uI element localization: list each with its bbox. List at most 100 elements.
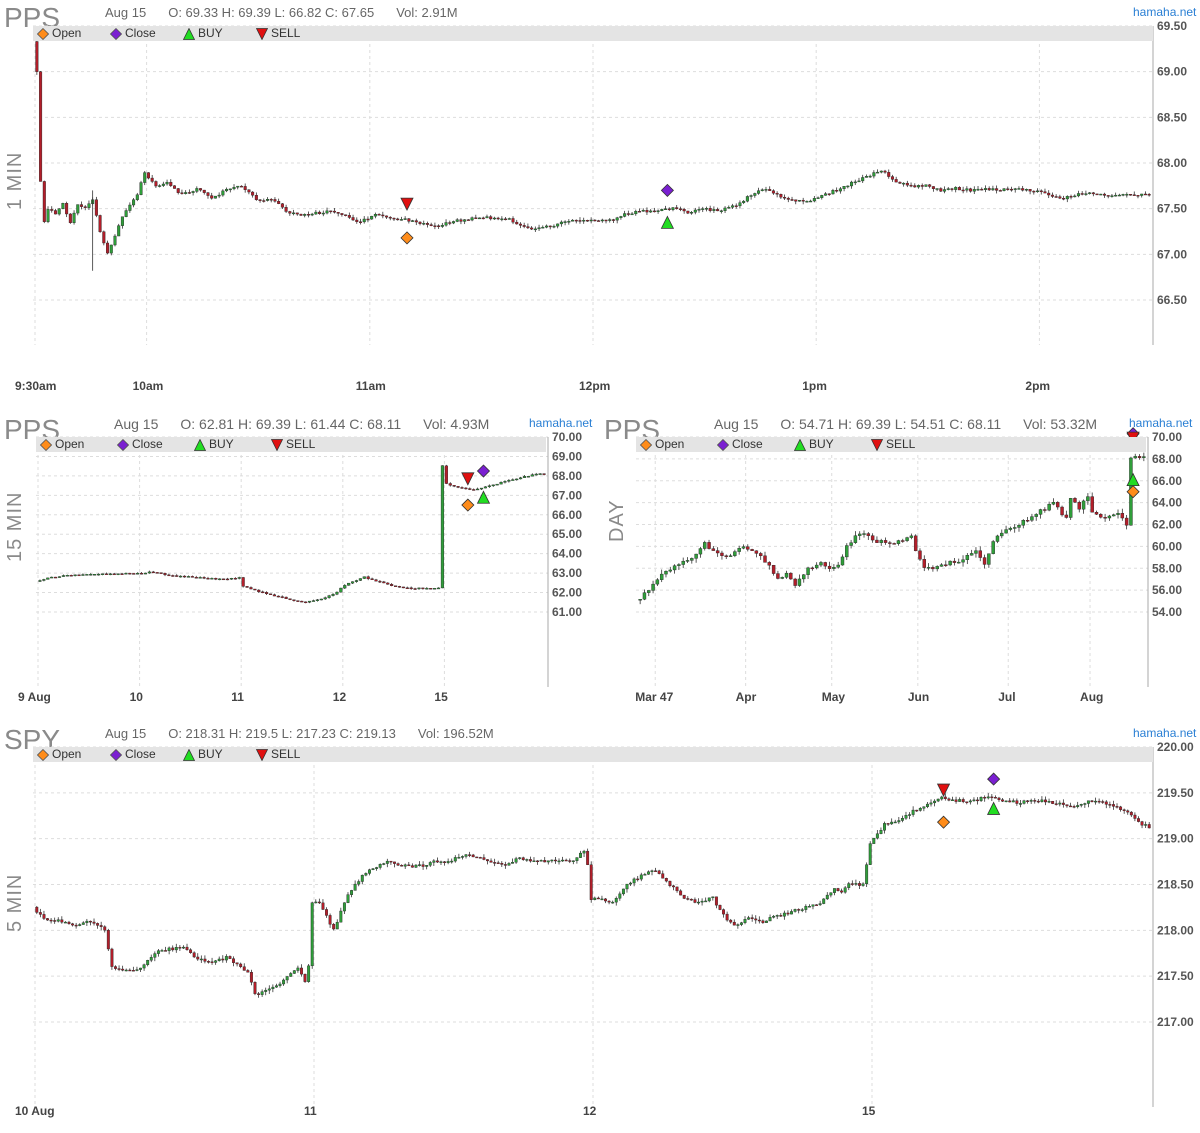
candle-body [1102,193,1107,196]
candle-body [775,915,779,917]
candle-body [1062,197,1066,200]
x-tick-label: Mar 47 [635,690,673,704]
candle-body [536,860,540,863]
candle-body [121,968,125,971]
candle-body [79,204,84,207]
candle-body [875,833,879,839]
candle-body [172,185,177,189]
candle-body [156,950,160,954]
candle-body [464,854,468,857]
candle-body [1056,502,1060,508]
candle-body [38,912,42,915]
candle-body [810,567,815,570]
candle-body [1117,194,1121,197]
candle-body [295,212,299,215]
candle-body [339,587,343,593]
candle-body [478,857,482,859]
candle-body [718,904,722,910]
brand-link[interactable]: hamaha.net [1133,726,1197,740]
legend-label: Close [132,437,163,451]
candle-body [944,564,948,566]
candle-body [972,189,976,192]
candle-body [306,214,310,216]
chart-canvas: 69.50 69.00 68.50 68.00 67.50 67.00 66.50 9:30a… [15,19,1187,393]
legend-label: BUY [809,437,834,451]
legend-label: SELL [286,437,316,451]
candle-body [432,860,436,863]
candle-body [1136,195,1140,197]
candle-body [229,578,233,580]
candle-body [1094,800,1098,803]
info-volume: Vol: 196.52M [417,726,494,741]
candle-body [443,861,447,863]
diamond-icon [116,438,130,451]
candle-body [457,857,461,859]
candle-body [1132,194,1136,196]
candle-body [67,921,71,924]
candle-body [147,571,151,574]
brand-link[interactable]: hamaha.net [1133,5,1197,19]
x-tick-label: Jun [908,690,929,704]
x-tick-label: 12 [333,690,347,704]
candle-body [1034,514,1038,517]
candle-body [1026,800,1030,802]
candle-body [347,215,351,218]
candle-body [886,823,890,825]
candle-body [965,555,970,560]
legend-label: SELL [271,747,301,761]
legend-item-close: Close [716,437,763,452]
candle-body [435,860,439,863]
candle-body [151,571,155,574]
info-date: Aug 15 [114,416,159,432]
legend-item-open: Open [36,26,81,41]
candle-body [1004,800,1008,803]
candle-body [548,225,552,228]
candle-body [522,225,526,227]
candle-body [425,588,429,590]
candle-body [965,801,969,803]
candle-body [117,968,121,970]
candle-body [611,219,615,221]
candle-body [1064,514,1069,518]
candle-body [1125,194,1129,196]
candle-body [221,190,225,196]
candle-body [278,983,282,986]
candle-body [94,199,98,216]
candle-body [414,864,418,868]
candle-body [621,888,625,895]
candle-body [916,185,921,188]
candle-body [655,579,660,585]
candle-body [993,797,997,799]
candle-body [892,543,896,545]
candle-body [54,576,58,579]
legend-label: BUY [209,437,234,451]
grid-lines [33,25,1153,345]
candle-body [707,542,711,549]
y-tick-label: 67.00 [552,488,582,502]
candle-body [288,211,292,214]
brand-link[interactable]: hamaha.net [1129,416,1193,430]
candle-body [1025,520,1030,522]
candle-body [362,576,366,579]
candle-body [1051,800,1055,804]
candle-body [146,172,150,179]
candle-body [789,572,793,580]
candle-body [736,924,740,926]
candle-body [272,594,276,597]
candle-body [300,600,304,603]
candle-body [946,188,950,190]
candle-body [385,215,389,218]
candle-body [433,225,437,227]
candle-body [987,188,991,191]
candle-body [990,796,994,799]
candle-body [807,906,811,908]
candle-body [1090,496,1094,513]
candle-body [1107,515,1112,519]
candle-body [668,880,672,887]
candle-body [905,537,909,541]
candle-body [493,862,497,864]
candle-body [783,196,787,199]
candle-body [671,207,675,210]
candle-body [478,217,482,220]
brand-link[interactable]: hamaha.net [529,416,593,430]
